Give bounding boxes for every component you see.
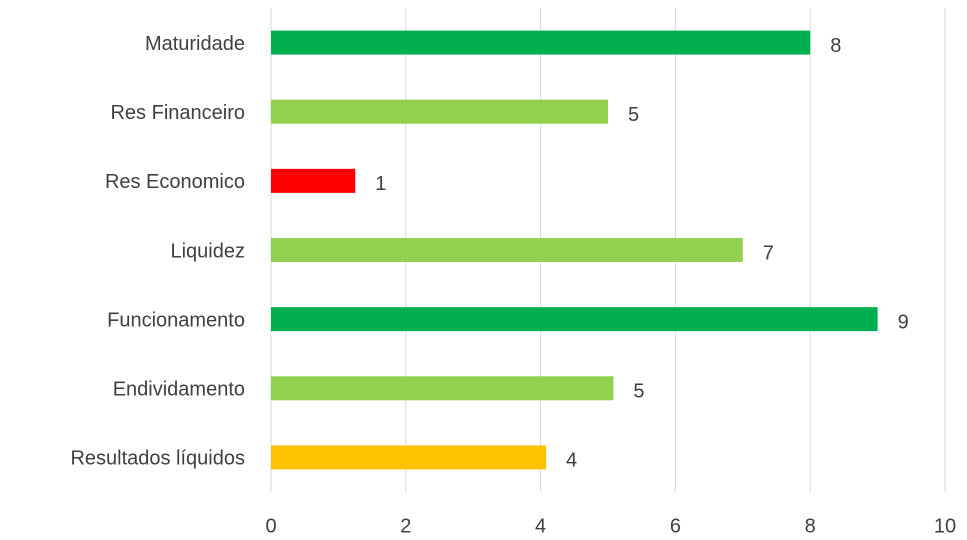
bar [271,238,743,262]
x-tick-label: 8 [805,515,816,537]
bar [271,445,546,470]
y-tick-label: Res Economico [105,171,245,193]
bar [271,168,356,193]
y-tick-label: Maturidade [145,33,245,55]
data-label: 5 [628,104,639,126]
y-tick-label: Liquidez [170,240,245,262]
y-tick-label: Resultados líquidos [70,448,245,470]
bar [271,307,878,332]
data-label: 7 [763,242,774,264]
data-label: 4 [566,450,577,472]
data-label: 1 [375,173,386,195]
bar [271,376,614,401]
y-tick-label: Funcionamento [107,309,245,331]
bar [271,99,608,124]
x-tick-label: 2 [400,515,411,537]
x-tick-label: 6 [670,515,681,537]
data-label: 5 [633,381,644,403]
y-tick-label: Endividamento [113,379,245,401]
data-label: 8 [830,35,841,57]
y-tick-label: Res Financeiro [110,102,245,124]
bar [271,30,811,55]
x-tick-label: 10 [934,515,956,537]
x-tick-label: 0 [265,515,276,537]
x-tick-label: 4 [535,515,546,537]
data-label: 9 [898,311,909,333]
